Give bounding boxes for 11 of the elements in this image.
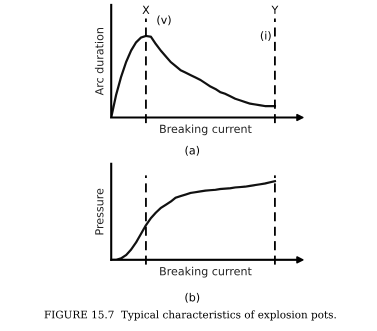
y-axis-title: Arc duration: [94, 28, 104, 96]
text: Y: [271, 6, 278, 14]
annotation: (i): [260, 31, 271, 42]
x-axis-title: Breaking current: [160, 124, 252, 136]
text: (b): [185, 292, 200, 303]
y-axis-title: Pressure: [95, 188, 104, 234]
x-axis-title: Breaking current: [160, 266, 252, 278]
text: (a): [185, 146, 200, 156]
text: (v): [157, 15, 171, 26]
caption: FIGURE 15.7 Typical characteristics of explosion pots.: [44, 310, 336, 321]
text: X: [142, 6, 150, 14]
